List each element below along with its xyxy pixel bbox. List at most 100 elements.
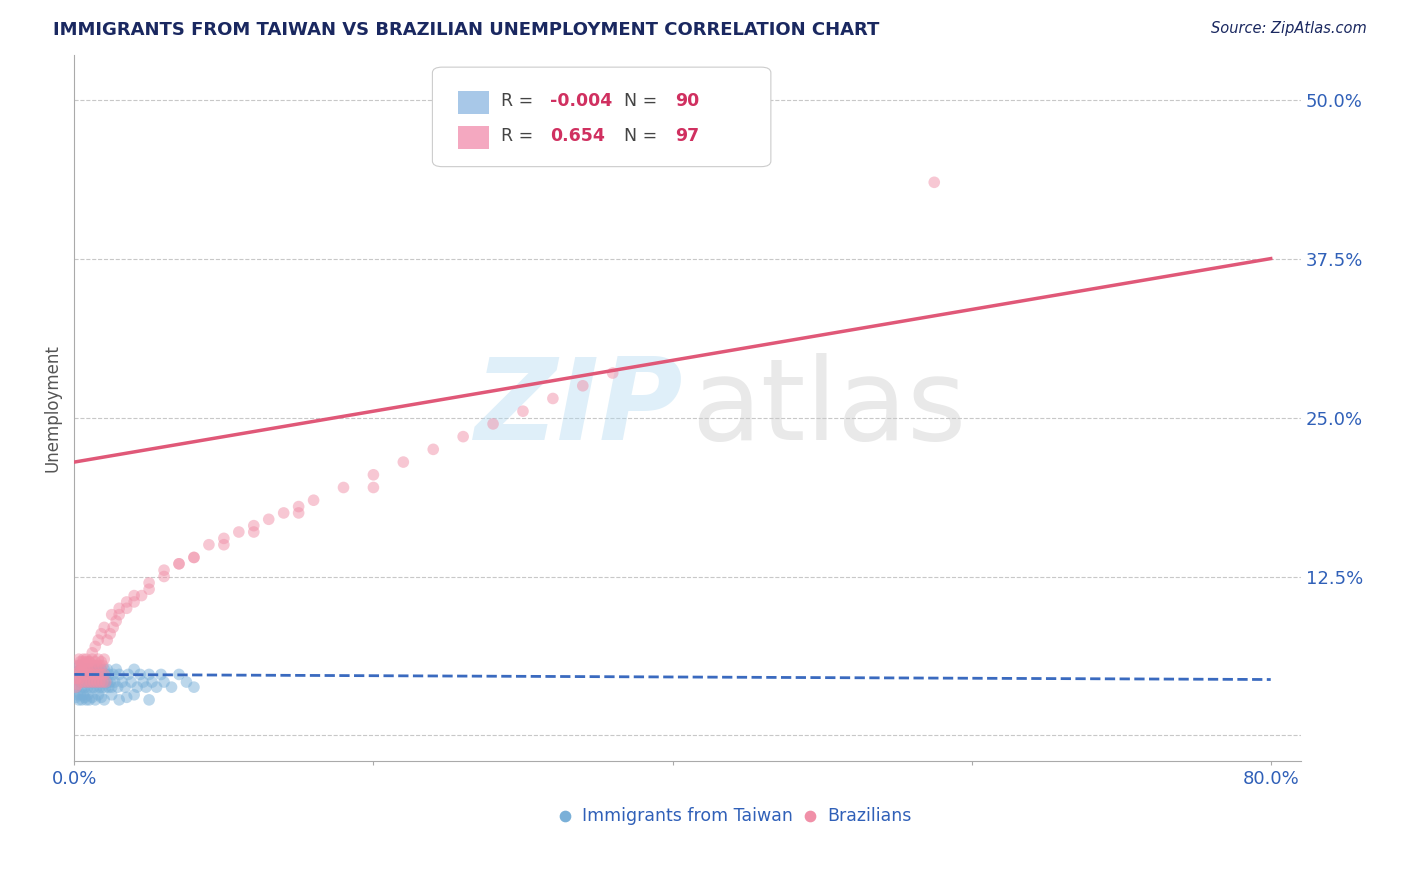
Point <box>212 532 235 546</box>
Point <box>108 601 131 615</box>
Point <box>114 680 136 694</box>
Point <box>82 675 104 690</box>
Point <box>257 512 280 526</box>
Point <box>82 652 104 666</box>
Point <box>96 633 118 648</box>
Point <box>108 693 131 707</box>
Text: -0.004: -0.004 <box>550 92 613 110</box>
Point <box>98 675 121 690</box>
Point <box>602 366 624 380</box>
Bar <box>458 91 489 113</box>
Point <box>90 675 112 690</box>
Point <box>93 652 115 666</box>
Point <box>87 652 110 666</box>
Point <box>86 658 108 673</box>
Point <box>89 658 111 673</box>
Point <box>103 620 125 634</box>
Point <box>153 563 176 577</box>
Point <box>87 662 110 676</box>
Point <box>70 662 93 676</box>
Point <box>91 667 114 681</box>
Point <box>93 693 115 707</box>
Point <box>117 667 139 681</box>
Point <box>73 658 96 673</box>
Point <box>70 675 93 690</box>
Point <box>86 680 108 694</box>
Text: N =: N = <box>624 92 662 110</box>
Point <box>100 607 122 622</box>
Point <box>287 506 309 520</box>
Point <box>363 467 385 482</box>
Point <box>512 404 534 418</box>
Point <box>198 538 221 552</box>
Point <box>69 675 91 690</box>
Point <box>76 658 98 673</box>
Point <box>83 658 105 673</box>
Point <box>242 518 264 533</box>
Point <box>69 671 91 685</box>
Point <box>132 675 155 690</box>
Point <box>87 633 110 648</box>
Point <box>89 675 111 690</box>
Point <box>77 655 100 669</box>
Point <box>65 671 87 685</box>
Point <box>141 675 163 690</box>
Point <box>93 620 115 634</box>
Point <box>87 675 110 690</box>
Point <box>72 652 94 666</box>
Point <box>66 677 89 691</box>
Point <box>183 680 205 694</box>
Point <box>541 392 564 406</box>
Point <box>70 658 93 673</box>
Point <box>75 655 97 669</box>
Point <box>127 680 149 694</box>
Point <box>80 680 103 694</box>
Point <box>103 667 125 681</box>
Point <box>75 675 97 690</box>
Point <box>135 680 157 694</box>
Point <box>167 557 190 571</box>
Point <box>69 658 91 673</box>
Point <box>75 662 97 676</box>
Text: Brazilians: Brazilians <box>827 807 911 825</box>
Point <box>67 671 90 685</box>
Point <box>167 667 190 681</box>
Point <box>75 652 97 666</box>
Point <box>115 595 138 609</box>
Point <box>80 675 103 690</box>
Point <box>96 675 118 690</box>
Point <box>115 601 138 615</box>
Point <box>84 662 107 676</box>
Point <box>482 417 505 431</box>
Point <box>80 667 103 681</box>
Point <box>86 675 108 690</box>
Point <box>93 667 115 681</box>
Point <box>108 607 131 622</box>
Point <box>108 667 131 681</box>
Point <box>451 430 474 444</box>
Y-axis label: Unemployment: Unemployment <box>44 344 60 472</box>
Point <box>273 506 295 520</box>
Point <box>138 693 160 707</box>
Point <box>66 680 89 694</box>
Point <box>93 662 115 676</box>
Point <box>70 693 93 707</box>
Point <box>422 442 444 457</box>
Point <box>72 688 94 702</box>
Point <box>97 667 120 681</box>
Point <box>90 662 112 676</box>
Point <box>67 658 90 673</box>
Point <box>94 675 117 690</box>
Point <box>66 671 89 685</box>
Point <box>228 524 250 539</box>
Text: 90: 90 <box>675 92 699 110</box>
Point <box>89 667 111 681</box>
Point <box>392 455 415 469</box>
Point <box>212 538 235 552</box>
FancyBboxPatch shape <box>433 67 770 167</box>
Point <box>77 675 100 690</box>
Point <box>98 626 121 640</box>
Bar <box>458 127 489 149</box>
Point <box>105 614 128 628</box>
Point <box>70 680 93 694</box>
